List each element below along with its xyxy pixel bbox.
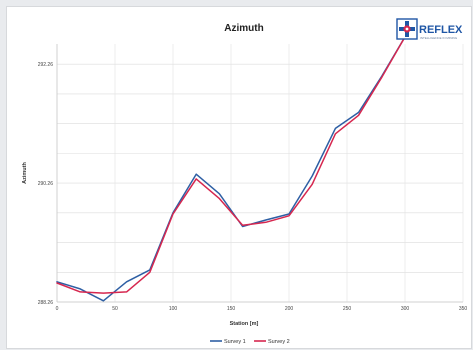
x-tick-label: 250 (343, 306, 352, 312)
y-tick-labels: 288.26 290.26 292.26 (38, 62, 54, 306)
x-tick-label: 150 (227, 306, 236, 312)
legend-label-2: Survey 2 (268, 339, 290, 345)
logo-text: REFLEX (419, 24, 463, 36)
y-tick-label: 288.26 (38, 300, 54, 306)
y-axis-label: Azimuth (22, 162, 28, 184)
legend: Survey 1 Survey 2 (210, 339, 290, 345)
x-tick-label: 0 (56, 306, 59, 312)
axes (56, 44, 463, 303)
chart-panel: 288.26 290.26 292.26 0 50 100 150 200 250 300 350… (6, 6, 472, 349)
legend-label-1: Survey 1 (224, 339, 246, 345)
series-line-1 (56, 36, 406, 302)
gridlines (56, 44, 464, 303)
reflex-logo: REFLEX INTELLIGENCE IN MINING (396, 18, 463, 40)
x-tick-label: 300 (401, 306, 410, 312)
x-tick-label: 100 (169, 306, 178, 312)
chart-title: Azimuth (224, 23, 263, 34)
y-tick-label: 292.26 (38, 62, 54, 68)
reflex-cross-logo-icon (396, 18, 418, 40)
series-layer (56, 36, 406, 302)
x-tick-labels: 0 50 100 150 200 250 300 350 (56, 306, 468, 312)
x-tick-label: 50 (112, 306, 118, 312)
x-tick-label: 350 (459, 306, 468, 312)
x-axis-label: Station [m] (230, 321, 259, 327)
logo-tagline: INTELLIGENCE IN MINING (420, 36, 458, 40)
series-line-2 (56, 36, 406, 294)
x-tick-label: 200 (285, 306, 294, 312)
y-tick-label: 290.26 (38, 181, 54, 187)
azimuth-chart: 288.26 290.26 292.26 0 50 100 150 200 250 300 350… (22, 18, 468, 345)
